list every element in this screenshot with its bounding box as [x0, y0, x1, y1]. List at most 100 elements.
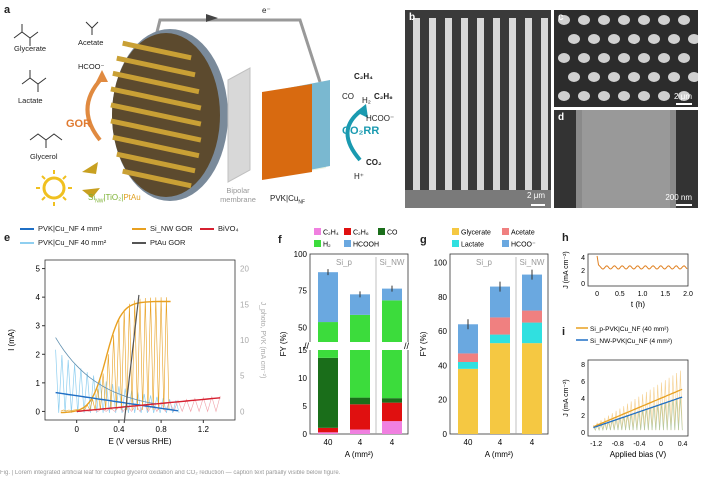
h-xtick-4: 2.0 [683, 291, 693, 298]
panel-b-scale: 2 μm [527, 191, 545, 200]
g-legend-swatch-3 [502, 240, 509, 247]
panel-i-frame [587, 359, 689, 437]
product-c2h6: C₂H₆ [374, 92, 393, 101]
f-legend-swatch-0 [314, 228, 321, 235]
i-xtick-1: -0.8 [612, 441, 624, 448]
panel-d-scalebar [676, 204, 692, 206]
e-ytick-label-0: 0 [36, 407, 41, 416]
f-ytick-bot-3: 15 [298, 346, 307, 355]
product-co: CO [342, 92, 354, 101]
g-ytick-2: 40 [438, 361, 447, 370]
legend-ptau-gor: PtAu GOR [150, 238, 186, 247]
f-bar-1-hcooh [350, 294, 370, 315]
f-bar-0-c2h6 [318, 427, 338, 433]
i-xtick-4: 0.4 [678, 441, 688, 448]
i-ytick-0: 0 [581, 430, 585, 437]
f-bar-2-c2h6 [382, 402, 402, 422]
f-bar-2-h2 [382, 300, 402, 342]
legend-bivo4: BiVO₄ [218, 224, 239, 233]
panel-a-label: a [4, 4, 11, 16]
i-legend-label-1: Si_NW-PVK|Cu_NF (4 mm²) [590, 338, 672, 345]
series-sip-pvk-40 [593, 388, 683, 428]
membrane-label: Bipolar membrane [220, 186, 256, 204]
sem-dot-11 [648, 34, 660, 44]
panel-c-label: c [558, 12, 564, 23]
series-ptau-gor [123, 294, 140, 423]
sem-dot-5 [658, 15, 670, 25]
panel-f-label: f [278, 234, 282, 246]
h-xtick-3: 1.5 [660, 291, 670, 298]
f-bar-2-c2h4 [382, 421, 402, 434]
panel-c-dots [558, 15, 698, 101]
gor-label: GOR [66, 118, 92, 130]
g-bar-2-glycerate [522, 343, 542, 434]
g-legend-swatch-1 [502, 228, 509, 235]
h-ytick-2: 4 [581, 255, 585, 262]
f-axis-break [306, 342, 412, 350]
panel-h-chart: 0 0.5 1.0 1.5 2.0 0 2 4 t (h) J (mA cm⁻²) [563, 251, 693, 309]
sem-dot-2 [598, 15, 610, 25]
i-ytick-3: 6 [581, 379, 585, 386]
e-xtick-label-3: 1.2 [198, 425, 210, 434]
product-co2: CO₂ [366, 158, 382, 167]
h-ytick-1: 2 [581, 268, 585, 275]
e-y2tick-label-2: 10 [240, 336, 249, 345]
molecule-lactate: Lactate [18, 96, 43, 105]
e-ytick-label-5: 5 [36, 265, 41, 274]
sem-dot-14 [558, 53, 570, 63]
e-y2tick-label-3: 15 [240, 300, 249, 309]
e-y2label: J_photo, PVK (mA cm⁻²) [259, 302, 266, 379]
f-ytick-top-0: 50 [298, 323, 307, 332]
g-legend-label-2: Lactate [461, 242, 484, 249]
panel-e-chart: 0 0.4 0.8 1.2 0 1 2 3 4 5 0 5 10 15 20 E (V versus RHE)… [7, 259, 266, 446]
sem-dot-3 [618, 15, 630, 25]
group-label-0: Si_p [476, 258, 493, 267]
legend-sinw-gor: Si_NW GOR [150, 224, 193, 233]
panel-b-sem-image: b 2 μm [405, 10, 551, 208]
group-label-1: Si_NW [520, 258, 545, 267]
group-label-1: Si_NW [380, 258, 405, 267]
f-break-mark-right: // [404, 341, 410, 351]
g-xtick-label-1: 4 [498, 438, 503, 447]
series-bivo4 [76, 397, 221, 413]
sem-dot-31 [618, 91, 630, 101]
e-ytick-label-4: 4 [36, 293, 41, 302]
molecule-acetate: Acetate [78, 38, 104, 47]
i-xtick-2: -0.4 [633, 441, 645, 448]
co2rr-label: CO₂RR [342, 125, 380, 137]
g-ytick-5: 100 [434, 259, 448, 268]
sem-dot-30 [598, 91, 610, 101]
sem-dot-25 [648, 72, 660, 82]
e-y2tick-label-1: 5 [240, 372, 245, 381]
panel-g-label: g [420, 234, 427, 246]
series-pvk-4 [55, 391, 179, 412]
panel-c-scalebar [676, 103, 692, 105]
sem-dot-18 [638, 53, 650, 63]
g-ytick-3: 60 [438, 327, 447, 336]
product-hplus: H⁺ [354, 172, 364, 181]
f-bar-2-h2-low [382, 350, 402, 399]
g-legend-label-1: Acetate [511, 230, 535, 237]
f-bar-0-h2-low [318, 350, 338, 358]
f-bar-0-co [318, 357, 338, 428]
g-xtick-label-2: 4 [530, 438, 535, 447]
i-ylabel: J (mA cm⁻²) [563, 379, 570, 417]
sem-dot-23 [608, 72, 620, 82]
panel-c-scale: 2 μm [674, 92, 692, 101]
series-pvk-40 [55, 337, 157, 405]
f-legend-label-0: C₂H₄ [323, 230, 339, 237]
f-bar-2-co [382, 398, 402, 403]
e-y2tick-label-0: 0 [240, 407, 245, 416]
i-legend-label-0: Si_p-PVK|Cu_NF (40 mm²) [590, 326, 669, 333]
f-bar-0-hcooh [318, 272, 338, 323]
g-bar-2-hcoo [522, 274, 542, 311]
f-bar-1-h2 [350, 314, 370, 342]
g-bar-0-glycerate [458, 368, 478, 434]
i-ytick-4: 8 [581, 362, 585, 369]
f-break-mark-left: // [304, 341, 310, 351]
f-bar-1-c2h4 [350, 429, 370, 434]
product-hcoo: HCOO⁻ [366, 114, 395, 123]
e-y2tick-label-4: 20 [240, 265, 249, 274]
cathode-label: PVK|CuNF [270, 194, 305, 206]
h-xlabel: t (h) [631, 300, 646, 309]
